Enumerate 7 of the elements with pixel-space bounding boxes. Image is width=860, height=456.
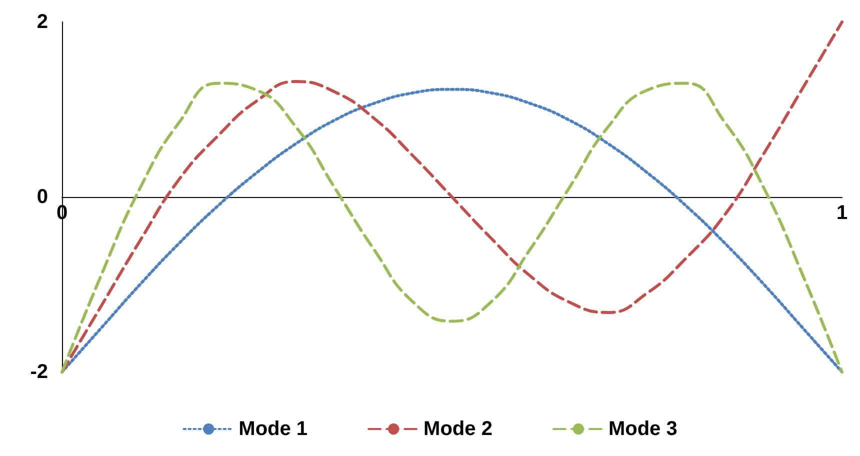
y-tick-label: -2 <box>30 361 48 383</box>
legend-label: Mode 1 <box>238 418 308 440</box>
y-tick-label: 0 <box>36 186 48 208</box>
legend-label: Mode 2 <box>424 418 492 440</box>
y-tick-label: 2 <box>36 11 48 33</box>
x-tick-label: 1 <box>836 202 848 224</box>
legend-label: Mode 3 <box>608 418 678 440</box>
